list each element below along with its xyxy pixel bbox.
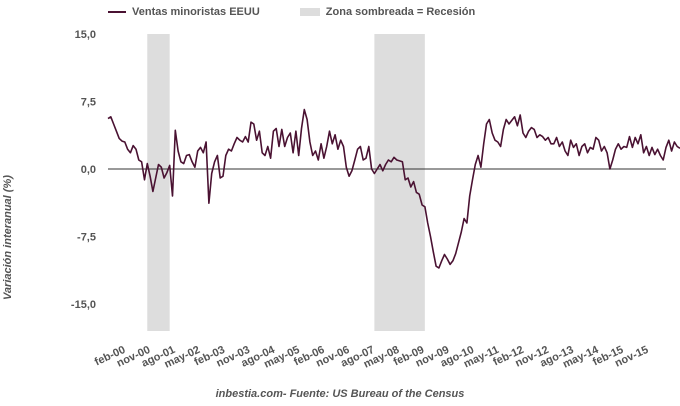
y-tick-label-3: 0,0	[81, 164, 96, 176]
recession-band-2	[374, 34, 425, 331]
y-tick-label-2: 7,5	[81, 97, 96, 109]
legend-entry-recession: Zona sombreada = Recesión	[299, 6, 476, 18]
y-tick-label-4: -7,5	[77, 232, 96, 244]
source-note: inbestia.com- Fuente: US Bureau of the C…	[215, 388, 465, 400]
y-tick-label-1: 15,0	[75, 29, 96, 41]
legend-line-swatch	[108, 11, 126, 13]
legend-label-recession: Zona sombreada = Recesión	[325, 6, 476, 18]
legend-box-swatch	[299, 8, 320, 16]
legend-label-series: Ventas minoristas EEUU	[132, 6, 260, 18]
recession-band-1	[147, 34, 170, 331]
legend-entry-series: Ventas minoristas EEUU	[108, 6, 260, 18]
chart-legend: Ventas minoristas EEUU Zona sombreada = …	[108, 5, 515, 19]
series-line-1	[107, 108, 680, 269]
y-tick-label-5: -15,0	[71, 299, 96, 311]
